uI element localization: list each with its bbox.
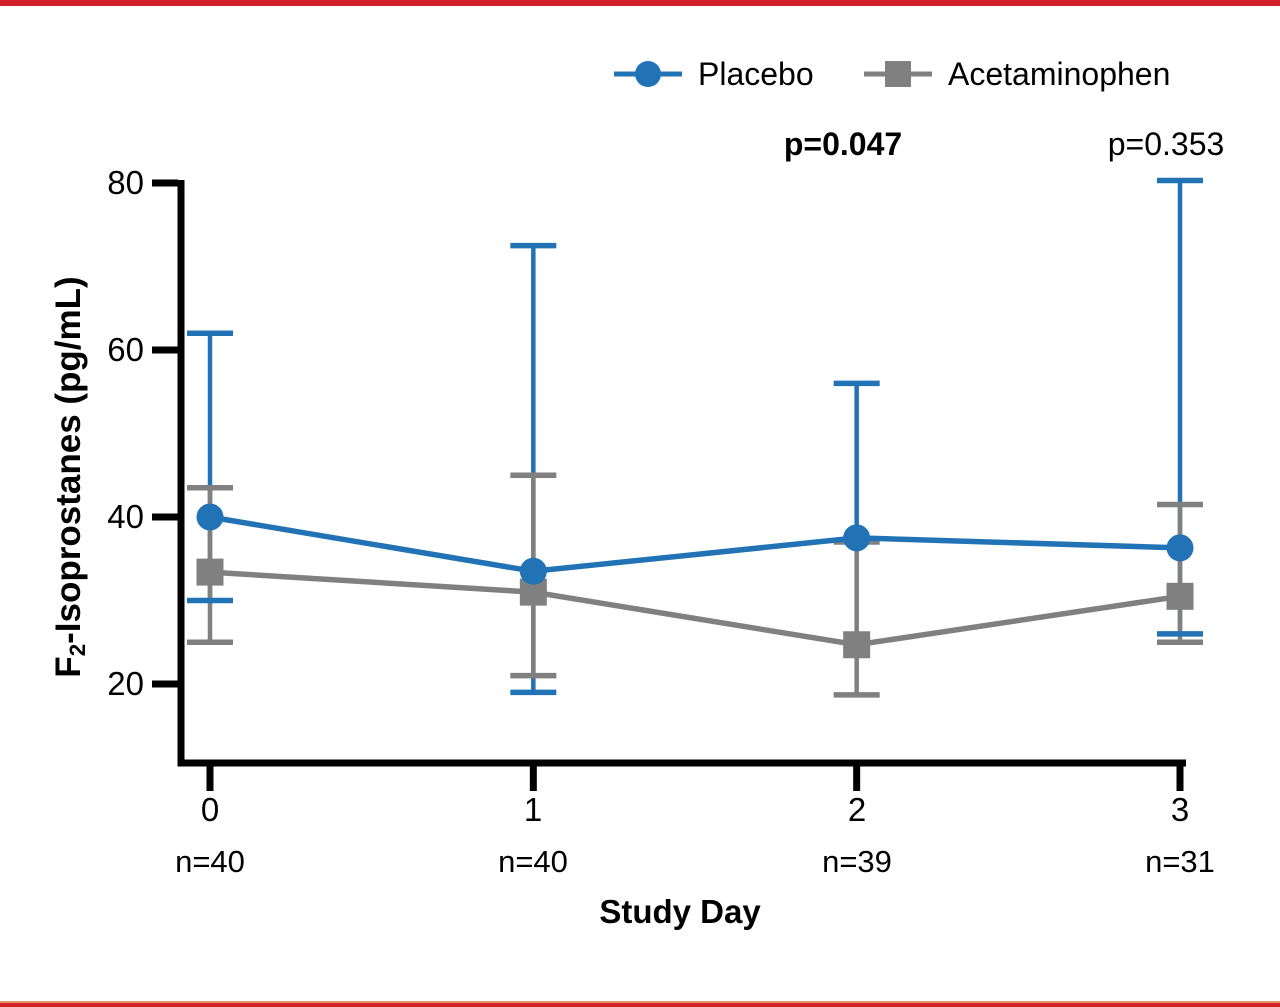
legend-item-acetaminophen: Acetaminophen [862,56,1170,92]
x-axis-title: Study Day [599,893,761,930]
y-axis-title: F2-Isoprostanes (pg/mL) [49,217,91,737]
n-label-day2: n=39 [822,844,892,879]
top-red-border [0,0,1280,6]
placebo-marker-icon [614,61,682,87]
y-axis-title-subscript: 2 [64,643,90,657]
ytick-20: 20 [107,665,144,702]
placebo-point-day2 [843,524,871,552]
acetaminophen-marker-icon [864,61,932,87]
n-label-day3: n=31 [1145,844,1215,879]
placebo-point-day3 [1166,534,1194,562]
p-value-day3: p=0.353 [1107,126,1225,162]
ytick-80: 80 [107,164,144,201]
legend-label-acetaminophen: Acetaminophen [948,56,1171,92]
ytick-60: 60 [107,331,144,368]
acetaminophen-point-day3 [1166,582,1194,610]
placebo-line [209,514,1181,575]
n-label-day0: n=40 [175,844,245,879]
xtick-day3: 3 [1170,791,1190,828]
placebo-point-day1 [519,557,547,585]
placebo-point-day0 [196,503,224,531]
acetaminophen-point-day0 [196,558,224,586]
xtick-day0: 0 [200,791,220,828]
ytick-40: 40 [107,498,144,535]
xtick-day2: 2 [847,791,867,828]
y-axis-title-rest: -Isoprostanes (pg/mL) [49,276,88,644]
p-value-day2: p=0.047 [783,126,903,162]
bottom-red-border [0,1001,1280,1007]
xtick-day1: 1 [523,791,543,828]
legend-label-placebo: Placebo [698,56,814,92]
acetaminophen-line [209,569,1181,648]
y-axis-title-prefix: F [49,656,88,678]
legend-item-placebo: Placebo [612,56,814,92]
acetaminophen-point-day2 [843,631,871,659]
n-label-day1: n=40 [498,844,568,879]
